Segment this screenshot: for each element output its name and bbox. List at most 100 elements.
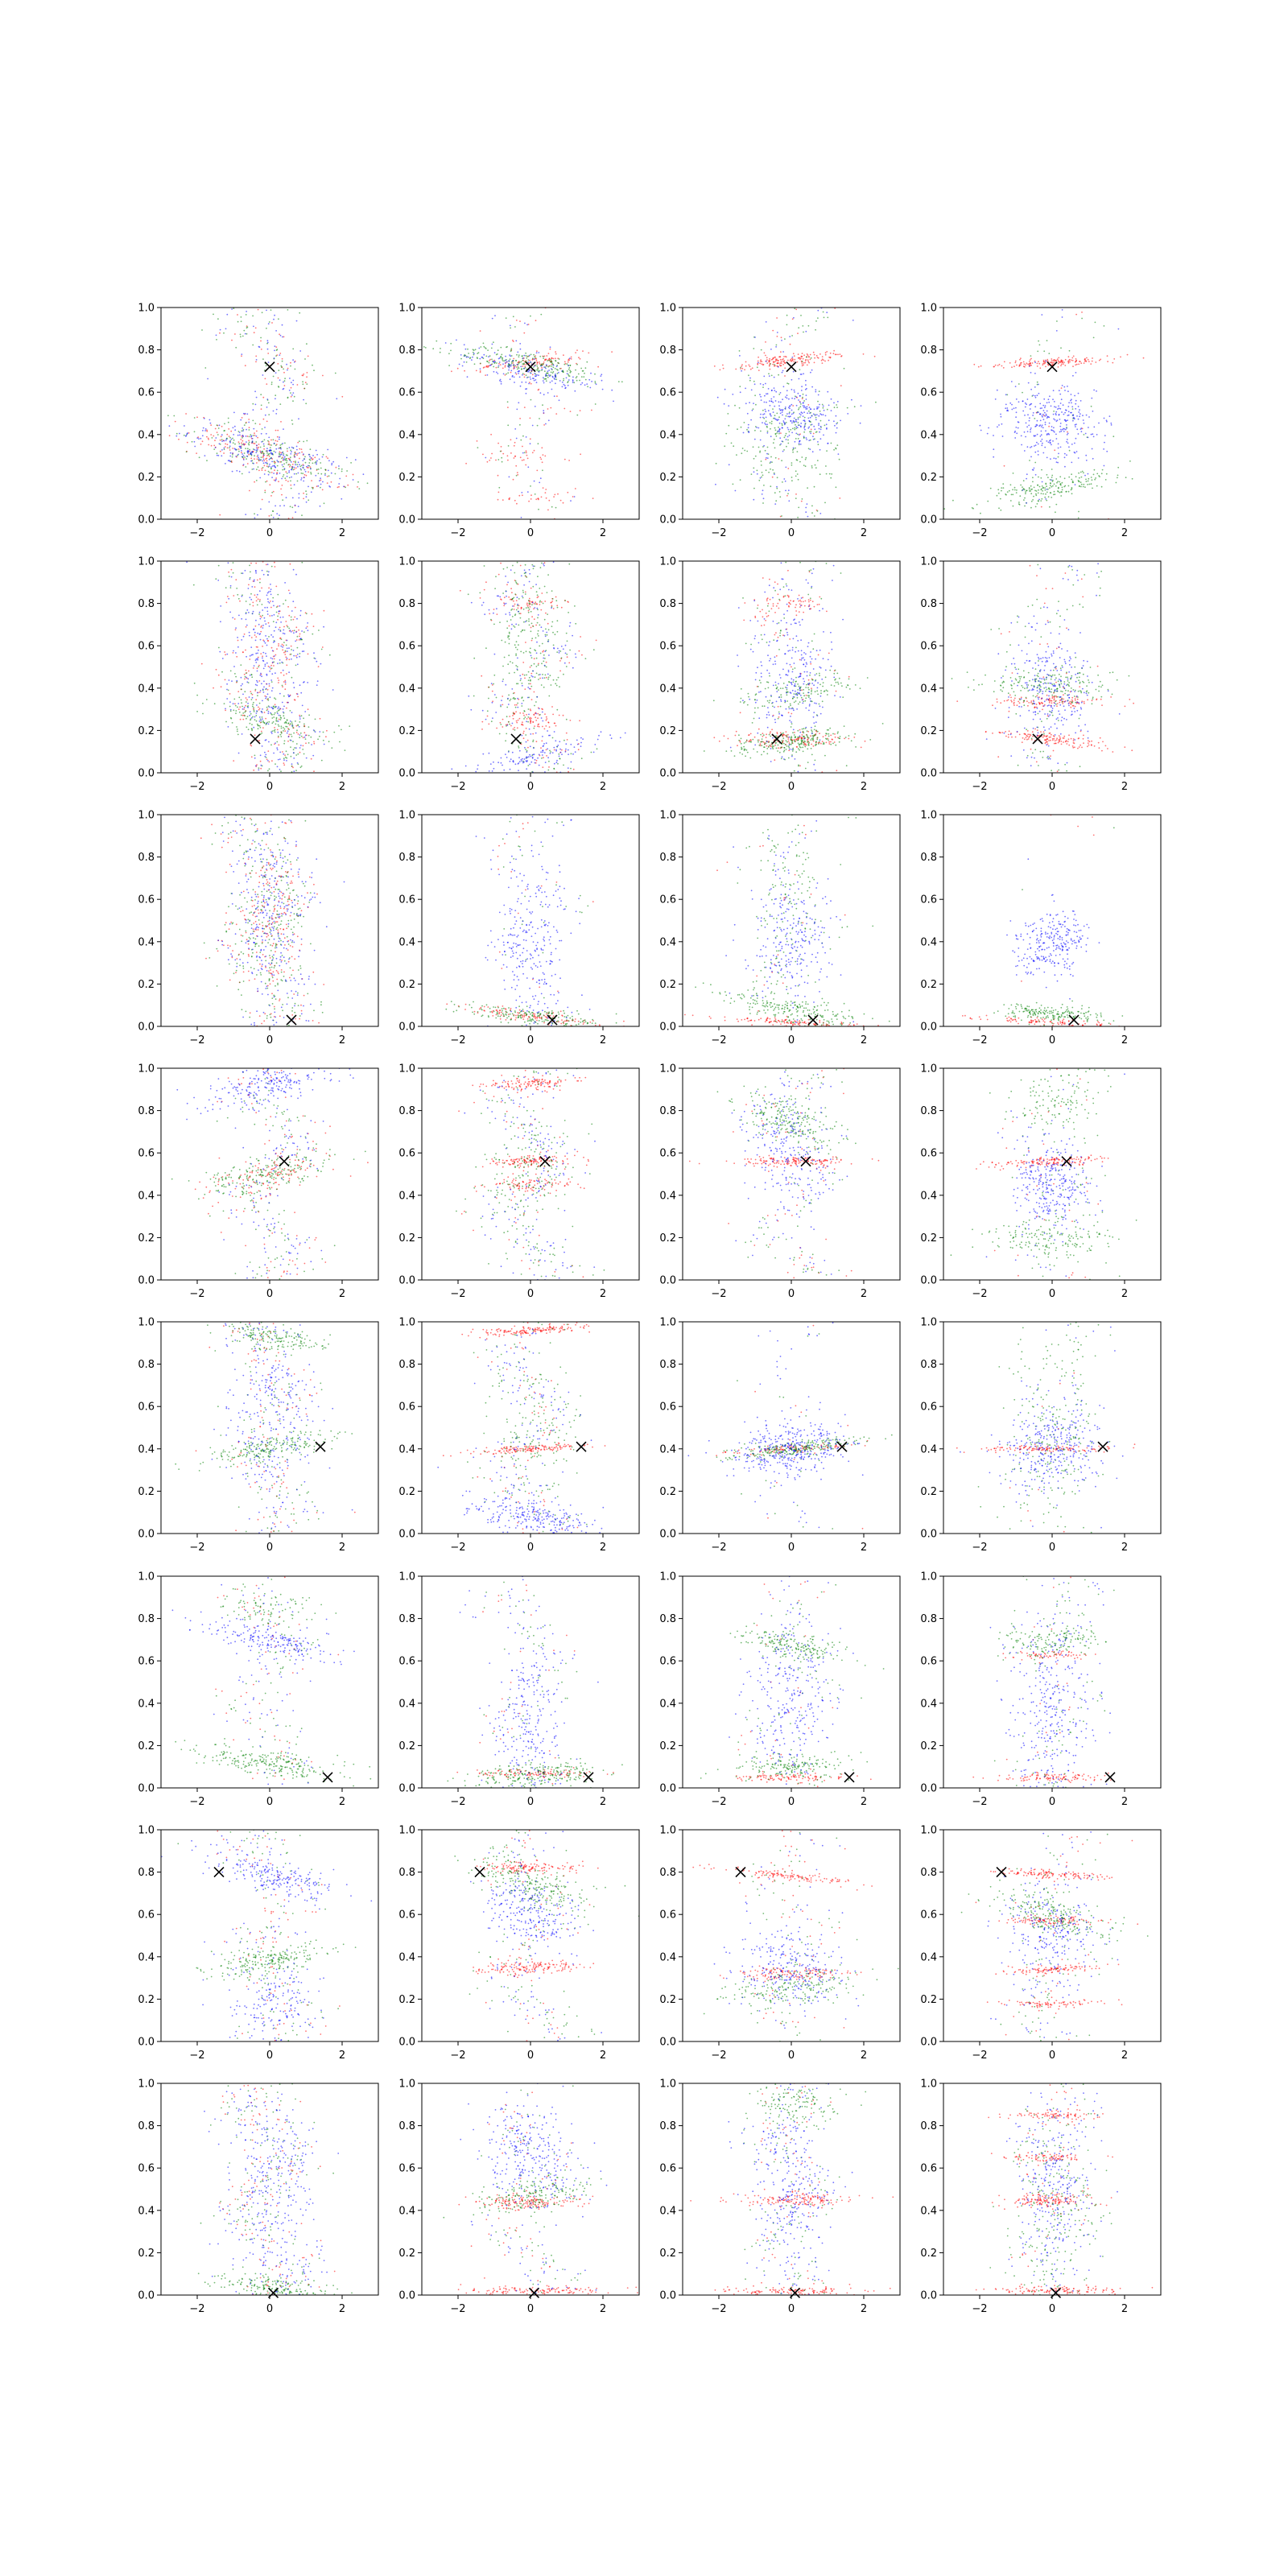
- point-green: [252, 435, 254, 436]
- point-red: [515, 704, 518, 706]
- point-blue: [1000, 415, 1002, 418]
- point-red: [258, 708, 260, 711]
- point-red: [242, 440, 244, 442]
- point-blue: [1096, 390, 1097, 392]
- point-green: [305, 490, 307, 493]
- point-green: [1068, 449, 1071, 452]
- point-red: [268, 685, 270, 687]
- point-blue: [1049, 395, 1051, 398]
- point-green: [518, 644, 519, 646]
- point-red: [292, 618, 295, 621]
- point-red: [1023, 363, 1026, 365]
- point-red: [829, 356, 832, 358]
- point-blue: [1025, 436, 1026, 438]
- point-blue: [262, 460, 264, 462]
- point-green: [473, 695, 475, 697]
- point-green: [479, 362, 481, 365]
- point-red: [513, 357, 515, 360]
- point-green: [265, 450, 267, 452]
- point-blue: [763, 444, 765, 447]
- point-red: [1018, 364, 1021, 366]
- point-red: [502, 704, 504, 706]
- point-blue: [1078, 411, 1080, 413]
- point-blue: [1046, 415, 1047, 416]
- point-green: [576, 363, 578, 365]
- point-blue: [545, 374, 547, 376]
- point-red: [298, 629, 299, 631]
- point-green: [266, 706, 268, 708]
- point-green: [514, 644, 516, 646]
- point-blue: [762, 384, 765, 386]
- point-blue: [789, 405, 791, 407]
- point-blue: [263, 617, 266, 619]
- point-red: [284, 688, 287, 691]
- point-green: [754, 394, 756, 397]
- point-blue: [786, 390, 788, 392]
- point-green: [758, 446, 760, 448]
- point-red: [319, 717, 321, 720]
- point-green: [516, 583, 518, 584]
- point-red: [1063, 361, 1065, 363]
- point-blue: [274, 345, 276, 348]
- point-green: [831, 473, 833, 475]
- point-red: [1060, 359, 1063, 361]
- point-blue: [256, 684, 258, 687]
- point-blue: [1085, 414, 1088, 416]
- point-green: [527, 606, 530, 609]
- point-green: [515, 653, 517, 655]
- point-blue: [792, 412, 795, 415]
- point-green: [534, 649, 535, 651]
- point-red: [515, 320, 518, 321]
- point-blue: [236, 469, 238, 472]
- point-green: [244, 711, 246, 713]
- point-blue: [264, 414, 266, 416]
- point-red: [799, 433, 801, 436]
- point-blue: [266, 606, 268, 609]
- point-red: [772, 357, 774, 359]
- point-blue: [758, 427, 760, 429]
- point-green: [241, 702, 242, 704]
- point-green: [350, 462, 352, 464]
- point-green: [278, 369, 280, 372]
- point-red: [515, 711, 517, 713]
- point-blue: [1072, 415, 1074, 417]
- point-blue: [1060, 428, 1062, 431]
- point-blue: [240, 676, 242, 679]
- point-red: [313, 741, 315, 743]
- point-red: [254, 443, 256, 444]
- point-blue: [323, 743, 325, 745]
- point-red: [522, 712, 524, 714]
- point-blue: [257, 632, 259, 634]
- series-green: [192, 561, 351, 773]
- point-red: [524, 591, 526, 593]
- point-green: [258, 724, 261, 727]
- point-green: [250, 699, 253, 700]
- series-green: [467, 561, 598, 773]
- point-green: [971, 507, 973, 509]
- point-green: [524, 593, 526, 595]
- point-blue: [265, 696, 267, 698]
- point-blue: [277, 758, 279, 761]
- point-blue: [255, 359, 258, 361]
- point-red: [270, 495, 272, 497]
- point-blue: [288, 471, 290, 473]
- point-red: [336, 486, 339, 489]
- point-green: [976, 503, 978, 506]
- point-red: [275, 585, 278, 588]
- point-blue: [1018, 401, 1020, 403]
- point-blue: [186, 433, 188, 435]
- scatter-points: [451, 561, 626, 773]
- point-blue: [508, 366, 510, 369]
- point-red: [554, 357, 556, 360]
- point-red: [543, 361, 545, 363]
- point-red: [491, 684, 493, 686]
- point-green: [1059, 483, 1062, 485]
- point-blue: [306, 465, 308, 468]
- point-red: [521, 459, 523, 461]
- point-red: [973, 363, 976, 365]
- point-green: [253, 707, 254, 708]
- point-red: [256, 458, 258, 460]
- point-blue: [316, 680, 319, 682]
- point-green: [308, 458, 311, 460]
